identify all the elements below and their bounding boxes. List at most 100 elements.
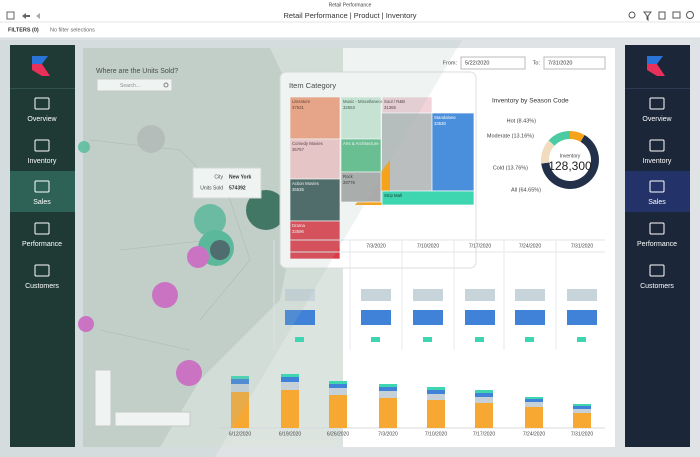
bar-segment[interactable] (525, 407, 543, 428)
map-zoom-controls[interactable] (94, 369, 112, 427)
search-icon[interactable] (628, 11, 636, 19)
bar-segment[interactable] (573, 406, 591, 409)
nav-label[interactable]: Inventory (28, 158, 57, 165)
nav-label[interactable]: Performance (22, 241, 62, 248)
bar-segment[interactable] (281, 382, 299, 390)
bar-segment[interactable] (379, 391, 397, 398)
nav-label[interactable]: Inventory (643, 158, 672, 165)
bar-segment[interactable] (427, 390, 445, 394)
nav-icon[interactable] (34, 139, 50, 152)
treemap-cell[interactable] (289, 96, 341, 140)
bar-segment[interactable] (231, 392, 249, 428)
bubble[interactable] (176, 360, 202, 386)
treemap-cell[interactable] (289, 138, 341, 180)
from-input[interactable] (460, 56, 526, 70)
to-date[interactable]: 7/31/2020 (548, 60, 572, 66)
bar-segment[interactable] (573, 413, 591, 428)
bubble[interactable] (78, 316, 94, 332)
donut-segment[interactable] (541, 134, 599, 189)
treemap-cell[interactable] (381, 190, 475, 206)
bubble[interactable] (187, 246, 209, 268)
weekly-marker (577, 337, 586, 342)
search-placeholder[interactable]: Search... (120, 83, 140, 89)
bar-segment[interactable] (231, 379, 249, 384)
nav-label[interactable]: Customers (25, 283, 59, 290)
bar-segment[interactable] (427, 387, 445, 390)
nav-label[interactable]: Overview (27, 116, 57, 123)
bubble[interactable] (137, 125, 165, 153)
nav-icon[interactable] (34, 222, 50, 235)
card-title: Item Category (289, 81, 336, 90)
nav-label[interactable]: Performance (637, 241, 677, 248)
treemap-cell[interactable] (381, 96, 433, 114)
bar-segment[interactable] (379, 384, 397, 387)
bar-segment[interactable] (427, 400, 445, 428)
nav-label[interactable]: Sales (648, 199, 666, 206)
bubble[interactable] (78, 141, 90, 153)
bar-segment[interactable] (231, 376, 249, 379)
bubble[interactable] (246, 190, 286, 230)
bar-segment[interactable] (281, 374, 299, 377)
bar-segment[interactable] (525, 402, 543, 407)
map-tools[interactable] (114, 411, 191, 427)
bar-segment[interactable] (379, 398, 397, 428)
donut-segment[interactable] (540, 140, 555, 164)
bar-segment[interactable] (475, 390, 493, 393)
nav-icon[interactable] (34, 97, 50, 110)
bar-segment[interactable] (475, 393, 493, 397)
bubble[interactable] (152, 282, 178, 308)
search-icon[interactable] (163, 82, 169, 88)
search-box[interactable] (96, 78, 173, 92)
bar-segment[interactable] (281, 390, 299, 428)
treemap-cell[interactable] (340, 96, 382, 140)
filters-label[interactable]: FILTERS (0) (8, 27, 39, 33)
bar-segment[interactable] (281, 377, 299, 382)
treemap-cell[interactable] (340, 171, 382, 203)
toolbar-icon[interactable] (658, 11, 666, 20)
treemap-cell[interactable] (340, 138, 382, 173)
toolbar-icon[interactable] (6, 11, 15, 20)
nav-label[interactable]: Sales (33, 199, 51, 206)
treemap-cell[interactable] (289, 178, 341, 222)
bar-segment[interactable] (329, 381, 347, 384)
donut-segment[interactable] (570, 131, 585, 142)
nav-icon[interactable] (649, 180, 665, 193)
nav-label[interactable]: Overview (642, 116, 672, 123)
bar-segment[interactable] (475, 397, 493, 403)
map-bubbles (78, 125, 286, 386)
toolbar-icon[interactable] (36, 13, 40, 19)
bar-segment[interactable] (231, 384, 249, 392)
from-date[interactable]: 5/22/2020 (465, 60, 489, 66)
toolbar-icon[interactable] (686, 11, 694, 19)
bar-segment[interactable] (573, 404, 591, 406)
breadcrumb[interactable]: Retail Performance | Product | Inventory (283, 11, 416, 20)
bar-segment[interactable] (525, 399, 543, 402)
treemap-label: Comedy Movies (292, 141, 323, 146)
bar-segment[interactable] (427, 394, 445, 400)
treemap-label: Arts & Architecture (343, 141, 379, 146)
donut-segment[interactable] (548, 131, 570, 146)
nav-icon[interactable] (34, 264, 50, 277)
treemap-cell[interactable] (382, 113, 432, 191)
bar-segment[interactable] (329, 388, 347, 395)
toolbar-icon[interactable] (22, 13, 30, 19)
nav-icon[interactable] (649, 264, 665, 277)
column-date: 7/24/2020 (519, 243, 541, 249)
nav-icon[interactable] (34, 180, 50, 193)
bar-segment[interactable] (379, 387, 397, 391)
treemap-cell[interactable] (431, 112, 475, 192)
nav-icon[interactable] (649, 139, 665, 152)
bubble[interactable] (194, 204, 226, 236)
bar-segment[interactable] (329, 384, 347, 388)
toolbar-icon[interactable] (672, 11, 681, 19)
nav-icon[interactable] (649, 222, 665, 235)
bar-segment[interactable] (573, 409, 591, 413)
filter-icon[interactable] (643, 11, 652, 22)
bubble[interactable] (210, 240, 230, 260)
bar-segment[interactable] (475, 403, 493, 428)
bar-segment[interactable] (525, 397, 543, 399)
bar-segment[interactable] (329, 395, 347, 428)
nav-icon[interactable] (649, 97, 665, 110)
to-input[interactable] (543, 56, 606, 70)
nav-label[interactable]: Customers (640, 283, 674, 290)
